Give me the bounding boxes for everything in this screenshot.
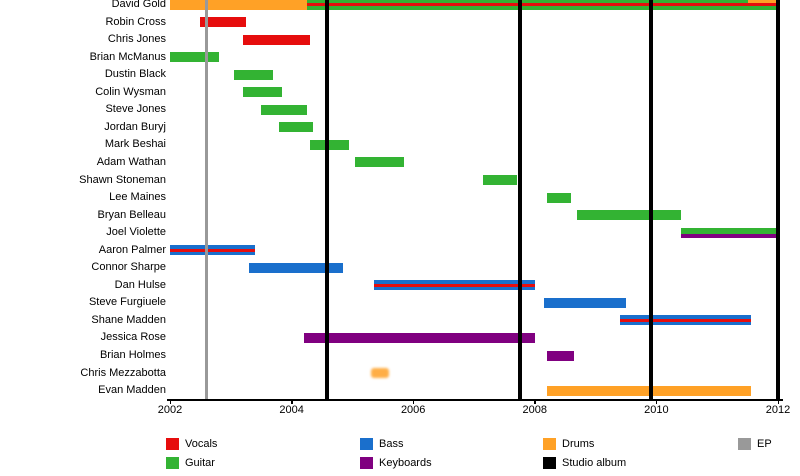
x-axis-tick: [655, 400, 658, 404]
x-tick-label: 2010: [644, 404, 669, 416]
x-tick-label: 2006: [400, 404, 426, 416]
member-label: Dan Hulse: [114, 278, 166, 291]
member-label: Shane Madden: [91, 313, 166, 326]
bar-guitar: [279, 122, 313, 133]
member-label: Bryan Belleau: [97, 208, 167, 221]
bar-vocals: [619, 318, 751, 323]
x-axis-line: [167, 399, 783, 401]
bar-guitar: [680, 227, 778, 238]
x-tick-label: 2008: [522, 404, 548, 416]
bar-vocals: [170, 248, 256, 252]
legend-swatch-vocals: [166, 438, 179, 450]
album-release-line: [324, 0, 329, 400]
legend-swatch-album: [543, 457, 556, 469]
member-label: Mark Beshai: [104, 138, 166, 151]
x-tick-label: 2002: [157, 404, 183, 416]
bar-vocals: [242, 34, 310, 45]
member-label: Adam Wathan: [96, 155, 166, 168]
member-label: Brian Holmes: [99, 349, 166, 361]
bar-vocals: [373, 283, 535, 287]
bar-keyboards: [303, 332, 535, 343]
x-tick-label: 2012: [765, 404, 791, 416]
bar-guitar: [261, 104, 307, 115]
legend-swatch-bass: [360, 438, 373, 450]
x-axis-tick: [777, 400, 779, 404]
legend-swatch-ep: [738, 438, 751, 450]
ep-release-line: [204, 0, 208, 400]
bar-drums: [546, 385, 751, 396]
member-label: David Gold: [111, 0, 166, 10]
album-release-line: [518, 0, 523, 400]
legend-label: Vocals: [185, 438, 218, 450]
bar-drums: [370, 368, 389, 379]
member-label: Brian McManus: [89, 50, 166, 63]
member-label: Chris Mezzabotta: [80, 366, 166, 379]
legend-label: Keyboards: [379, 457, 432, 469]
member-label: Steve Jones: [105, 103, 166, 116]
x-tick-label: 2004: [279, 404, 304, 416]
bar-guitar: [233, 69, 274, 80]
x-axis-tick: [534, 400, 536, 404]
member-label: Chris Jones: [107, 33, 166, 46]
bar-guitar: [309, 139, 350, 150]
legend-swatch-guitar: [166, 457, 179, 469]
bar-guitar: [483, 175, 517, 185]
legend-swatch-drums: [543, 438, 556, 450]
bar-guitar: [577, 210, 681, 221]
legend-label: EP: [757, 438, 772, 450]
legend-swatch-keyboards: [360, 457, 373, 469]
member-label: Lee Maines: [109, 191, 166, 204]
bar-drums: [747, 0, 778, 3]
bar-guitar: [355, 157, 405, 168]
legend-label: Guitar: [185, 457, 215, 469]
legend-label: Drums: [562, 438, 595, 450]
member-label: Connor Sharpe: [91, 261, 166, 274]
legend-label: Bass: [379, 438, 404, 450]
bar-bass: [249, 262, 344, 273]
album-release-line: [776, 0, 780, 400]
member-label: Joel Violette: [106, 226, 166, 239]
member-label: Evan Madden: [98, 384, 166, 397]
x-axis-tick: [291, 400, 293, 404]
member-label: Robin Cross: [105, 15, 166, 28]
member-label: Colin Wysman: [95, 85, 166, 98]
bar-keyboards: [546, 350, 575, 361]
bar-keyboards: [680, 234, 778, 238]
member-label: Aaron Palmer: [98, 243, 166, 256]
member-label: Shawn Stoneman: [79, 173, 166, 186]
x-axis-tick: [412, 400, 415, 404]
member-label: Jessica Rose: [100, 331, 166, 344]
legend-label: Studio album: [562, 457, 627, 469]
bar-guitar: [242, 87, 283, 98]
bar-guitar: [170, 52, 219, 63]
bar-vocals: [306, 2, 778, 7]
album-release-line: [648, 0, 653, 400]
x-axis-tick: [169, 400, 171, 404]
bar-bass: [543, 297, 626, 308]
member-label: Steve Furgiuele: [88, 296, 166, 309]
bar-guitar: [546, 192, 572, 203]
bar-vocals: [200, 17, 246, 28]
bar-drums: [170, 0, 307, 10]
member-label: Jordan Buryj: [104, 120, 166, 133]
member-label: Dustin Black: [104, 68, 166, 81]
